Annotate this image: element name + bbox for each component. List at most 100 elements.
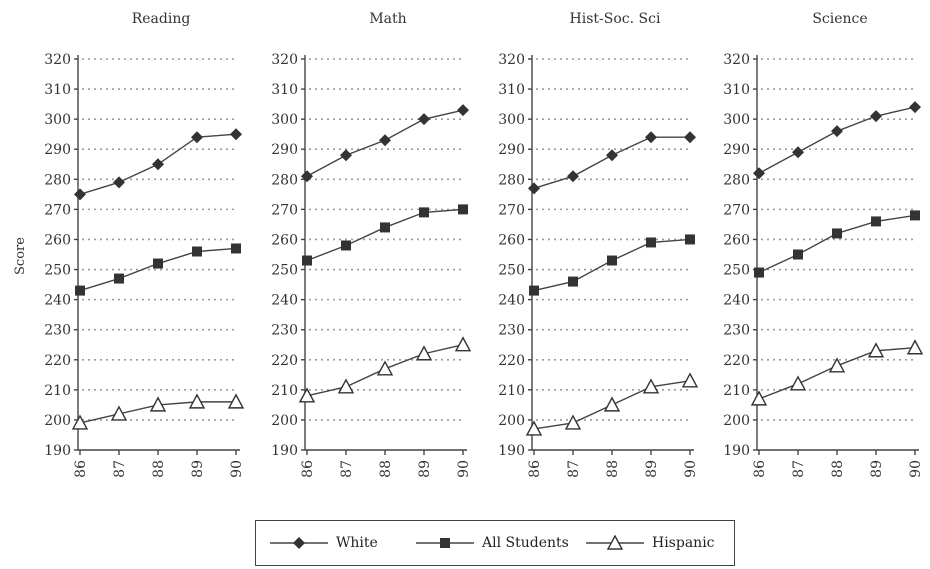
series-line	[758, 347, 916, 400]
y-axis-label: Score	[13, 237, 28, 275]
data-point-diamond	[792, 146, 804, 159]
x-tick-label: 89	[644, 460, 660, 478]
data-point-diamond	[113, 176, 125, 189]
y-tick-label: 280	[498, 172, 525, 188]
data-point-square	[231, 243, 241, 254]
series-line	[533, 136, 690, 189]
y-tick-label: 240	[44, 293, 71, 309]
data-point-square	[458, 204, 468, 215]
y-tick-label: 290	[271, 142, 298, 158]
data-point-square	[114, 273, 124, 284]
x-tick-label: 90	[229, 460, 245, 478]
data-point-square	[910, 210, 920, 221]
y-tick-label: 320	[44, 52, 71, 68]
panel-title: Math	[369, 11, 406, 27]
x-tick-label: 87	[791, 460, 807, 478]
panel-science: Science 190 200 210 220 230 240 250 260 270 280 290…	[723, 11, 924, 478]
panel-math: Math 190 200 210 220 230 240 250 260 270 280 290 300…	[271, 11, 472, 478]
data-point-diamond	[684, 131, 696, 144]
y-tick-label: 310	[271, 82, 298, 98]
y-tick-label: 320	[723, 52, 750, 68]
x-tick-label: 89	[869, 460, 885, 478]
y-tick-label: 210	[723, 383, 750, 399]
data-point-diamond	[340, 149, 352, 162]
y-tick-label: 200	[498, 413, 525, 429]
y-tick-label: 270	[723, 202, 750, 218]
data-point-square	[685, 234, 695, 245]
y-tick-label: 190	[723, 443, 750, 459]
data-point-diamond	[74, 188, 86, 201]
data-point-square	[793, 249, 803, 260]
y-tick-label: 280	[271, 172, 298, 188]
data-point-diamond	[457, 104, 469, 117]
y-tick-label: 300	[271, 112, 298, 128]
y-tick-label: 220	[723, 353, 750, 369]
y-tick-label: 230	[498, 323, 525, 339]
series-all-students	[302, 204, 468, 266]
x-tick-label: 87	[339, 460, 355, 478]
x-tick-label: 86	[300, 460, 316, 478]
data-point-diamond	[418, 113, 430, 126]
legend-marker-square-icon	[416, 538, 474, 548]
x-tick-label: 87	[566, 460, 582, 478]
x-tick-label: 87	[112, 460, 128, 478]
x-tick-label: 86	[527, 460, 543, 478]
data-point-diamond	[870, 110, 882, 123]
x-tick-label: 88	[378, 460, 394, 478]
data-point-diamond	[645, 131, 657, 144]
panel-title: Reading	[132, 11, 191, 27]
y-tick-label: 270	[271, 202, 298, 218]
x-tick-label: 86	[752, 460, 768, 478]
series-white	[753, 101, 921, 180]
data-point-triangle	[828, 357, 846, 373]
series-hispanic	[71, 393, 245, 430]
y-tick-label: 220	[498, 353, 525, 369]
data-point-triangle	[188, 393, 206, 409]
y-tick-label: 260	[44, 232, 71, 248]
panel-title: Hist-Soc. Sci	[570, 11, 661, 27]
y-tick-label: 290	[44, 142, 71, 158]
y-tick-label: 280	[723, 172, 750, 188]
y-tick-label: 220	[271, 353, 298, 369]
y-tick-label: 270	[498, 202, 525, 218]
data-point-square	[754, 267, 764, 278]
legend: White All Students Hispanic	[255, 520, 735, 566]
data-point-triangle	[71, 414, 89, 430]
data-point-diamond	[909, 101, 921, 114]
x-tick-label: 89	[190, 460, 206, 478]
series-white	[74, 128, 242, 201]
x-tick-label: 90	[908, 460, 924, 478]
data-point-triangle	[906, 339, 924, 355]
data-point-diamond	[379, 134, 391, 147]
data-point-triangle	[681, 372, 699, 388]
legend-item-hispanic: Hispanic	[586, 521, 715, 565]
data-point-triangle	[149, 396, 167, 412]
data-point-triangle	[525, 420, 543, 436]
panel-reading: Reading 190 200 210 220 230 240 250 260 270 280 290…	[44, 11, 245, 478]
data-point-square	[568, 276, 578, 287]
y-tick-label: 260	[498, 232, 525, 248]
data-point-square	[192, 246, 202, 257]
y-tick-label: 190	[44, 443, 71, 459]
y-tick-label: 270	[44, 202, 71, 218]
legend-item-all-students: All Students	[416, 521, 569, 565]
y-tick-label: 200	[44, 413, 71, 429]
series-all-students	[75, 243, 241, 296]
panel-hist-soc-sci: Hist-Soc. Sci 190 200 210 220 230 240 250 260 270…	[498, 11, 699, 478]
y-tick-label: 280	[44, 172, 71, 188]
series-hispanic	[298, 336, 472, 403]
y-tick-label: 210	[44, 383, 71, 399]
y-tick-label: 290	[498, 142, 525, 158]
data-point-triangle	[603, 396, 621, 412]
series-line	[79, 247, 237, 292]
series-line	[758, 214, 916, 274]
y-tick-label: 320	[498, 52, 525, 68]
y-tick-label: 320	[271, 52, 298, 68]
series-hispanic	[750, 339, 924, 406]
y-tick-label: 200	[723, 413, 750, 429]
data-point-square	[153, 258, 163, 269]
y-tick-label: 310	[723, 82, 750, 98]
data-point-triangle	[454, 336, 472, 352]
y-tick-label: 290	[723, 142, 750, 158]
legend-marker-triangle-icon	[586, 535, 644, 550]
